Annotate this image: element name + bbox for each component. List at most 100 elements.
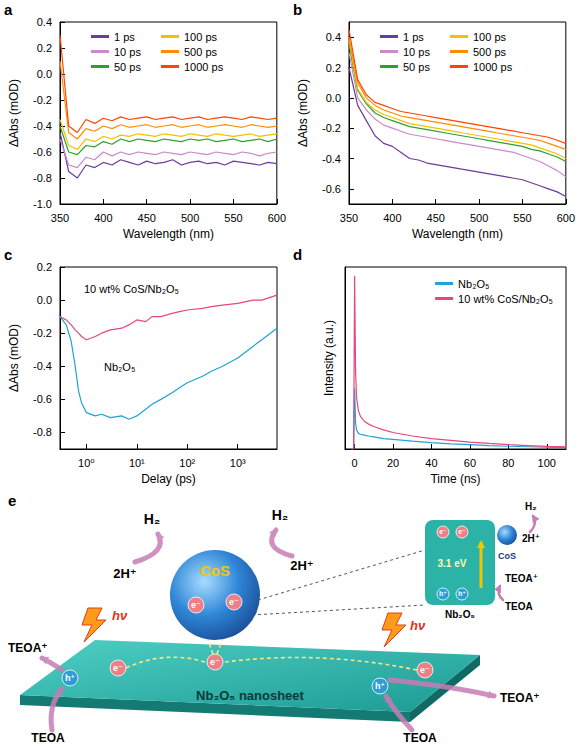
svg-text:1 ps: 1 ps xyxy=(403,31,424,43)
svg-text:-0.6: -0.6 xyxy=(33,393,52,405)
svg-text:-0.2: -0.2 xyxy=(33,94,52,106)
svg-text:10 ps: 10 ps xyxy=(403,46,430,58)
svg-text:hν: hν xyxy=(410,618,426,633)
svg-text:e⁻: e⁻ xyxy=(191,600,201,610)
svg-text:10²: 10² xyxy=(179,457,195,469)
svg-text:-0.4: -0.4 xyxy=(322,153,341,165)
svg-text:TEOA⁺: TEOA⁺ xyxy=(8,641,48,655)
svg-text:2H⁺: 2H⁺ xyxy=(522,533,540,544)
svg-text:400: 400 xyxy=(383,212,401,224)
svg-text:400: 400 xyxy=(94,212,112,224)
svg-text:h⁺: h⁺ xyxy=(65,673,75,683)
svg-text:0.2: 0.2 xyxy=(37,42,52,54)
svg-text:e⁻: e⁻ xyxy=(458,528,466,535)
svg-text:40: 40 xyxy=(425,457,437,469)
svg-text:1000 ps: 1000 ps xyxy=(184,61,224,73)
svg-text:TEOA⁺: TEOA⁺ xyxy=(500,691,540,705)
svg-text:-0.8: -0.8 xyxy=(33,426,52,438)
svg-text:Nb₂O₅ nanosheet: Nb₂O₅ nanosheet xyxy=(196,688,304,703)
svg-text:ΔAbs (mOD): ΔAbs (mOD) xyxy=(7,79,21,147)
svg-text:e⁻: e⁻ xyxy=(439,528,447,535)
svg-text:-0.8: -0.8 xyxy=(33,172,52,184)
svg-text:CoS: CoS xyxy=(498,551,516,561)
svg-text:ΔAbs (mOD): ΔAbs (mOD) xyxy=(296,79,310,147)
svg-text:500: 500 xyxy=(470,212,488,224)
svg-text:10 wt% CoS/Nb₂O₅: 10 wt% CoS/Nb₂O₅ xyxy=(84,283,179,295)
svg-text:350: 350 xyxy=(340,212,358,224)
svg-text:0.0: 0.0 xyxy=(326,92,341,104)
svg-text:0.4: 0.4 xyxy=(326,31,341,43)
svg-text:Time (ns): Time (ns) xyxy=(430,472,480,486)
svg-text:600: 600 xyxy=(557,212,575,224)
svg-text:e⁻: e⁻ xyxy=(210,657,220,667)
svg-text:50 ps: 50 ps xyxy=(403,61,430,73)
svg-text:CoS: CoS xyxy=(200,562,230,579)
svg-text:b: b xyxy=(293,1,302,18)
svg-text:600: 600 xyxy=(268,212,286,224)
svg-text:100 ps: 100 ps xyxy=(184,31,218,43)
svg-text:10 ps: 10 ps xyxy=(114,46,141,58)
svg-text:10⁰: 10⁰ xyxy=(78,457,95,469)
svg-text:TEOA: TEOA xyxy=(403,731,437,745)
svg-text:50 ps: 50 ps xyxy=(114,61,141,73)
svg-text:TEOA: TEOA xyxy=(505,601,533,612)
svg-text:0.4: 0.4 xyxy=(37,16,52,28)
svg-text:1 ps: 1 ps xyxy=(114,31,135,43)
svg-text:450: 450 xyxy=(427,212,445,224)
svg-text:500 ps: 500 ps xyxy=(184,46,218,58)
svg-text:TEOA⁺: TEOA⁺ xyxy=(505,573,538,584)
svg-text:100: 100 xyxy=(538,457,556,469)
svg-text:0.2: 0.2 xyxy=(37,261,52,273)
svg-text:Delay (ps): Delay (ps) xyxy=(141,472,196,486)
svg-text:3.1 eV: 3.1 eV xyxy=(438,558,467,569)
svg-text:H₂: H₂ xyxy=(272,507,288,523)
svg-text:1000 ps: 1000 ps xyxy=(473,61,513,73)
svg-text:350: 350 xyxy=(51,212,69,224)
svg-text:Nb₂O₅: Nb₂O₅ xyxy=(104,361,135,373)
svg-text:e⁻: e⁻ xyxy=(420,665,430,675)
svg-text:-0.2: -0.2 xyxy=(33,327,52,339)
svg-text:2H⁺: 2H⁺ xyxy=(290,558,313,573)
svg-text:-0.4: -0.4 xyxy=(33,360,52,372)
svg-text:H₂: H₂ xyxy=(144,511,160,527)
svg-text:Wavelength (nm): Wavelength (nm) xyxy=(412,227,503,241)
svg-text:10³: 10³ xyxy=(230,457,246,469)
svg-text:0: 0 xyxy=(352,457,358,469)
svg-text:-0.4: -0.4 xyxy=(33,120,52,132)
svg-text:e⁻: e⁻ xyxy=(113,663,123,673)
svg-text:e: e xyxy=(8,492,16,509)
svg-text:H₂: H₂ xyxy=(525,501,537,512)
svg-text:0.0: 0.0 xyxy=(37,294,52,306)
svg-text:450: 450 xyxy=(138,212,156,224)
svg-text:Nb₂O₅: Nb₂O₅ xyxy=(445,609,476,620)
svg-text:-0.2: -0.2 xyxy=(322,122,341,134)
svg-text:h⁺: h⁺ xyxy=(458,590,466,597)
svg-text:Intensity (a.u.): Intensity (a.u.) xyxy=(322,320,336,396)
svg-text:80: 80 xyxy=(502,457,514,469)
svg-text:550: 550 xyxy=(513,212,531,224)
svg-text:-1.0: -1.0 xyxy=(33,198,52,210)
svg-text:h⁺: h⁺ xyxy=(375,681,385,691)
svg-text:60: 60 xyxy=(464,457,476,469)
svg-text:0.2: 0.2 xyxy=(326,62,341,74)
svg-text:550: 550 xyxy=(224,212,242,224)
svg-text:10 wt% CoS/Nb₂O₅: 10 wt% CoS/Nb₂O₅ xyxy=(458,293,553,305)
svg-text:TEOA: TEOA xyxy=(31,731,65,745)
svg-text:ΔAbs (mOD): ΔAbs (mOD) xyxy=(7,324,21,392)
svg-text:100 ps: 100 ps xyxy=(473,31,507,43)
svg-text:-0.6: -0.6 xyxy=(322,183,341,195)
svg-text:-0.6: -0.6 xyxy=(33,146,52,158)
svg-text:500: 500 xyxy=(181,212,199,224)
svg-text:hν: hν xyxy=(112,608,128,623)
svg-text:a: a xyxy=(4,1,13,18)
svg-text:c: c xyxy=(4,246,12,263)
svg-text:10¹: 10¹ xyxy=(129,457,145,469)
svg-text:Nb₂O₅: Nb₂O₅ xyxy=(458,278,489,290)
svg-text:20: 20 xyxy=(387,457,399,469)
svg-text:2H⁺: 2H⁺ xyxy=(113,566,136,581)
svg-text:e⁻: e⁻ xyxy=(229,597,239,607)
svg-text:0.0: 0.0 xyxy=(37,68,52,80)
svg-text:h⁺: h⁺ xyxy=(439,590,447,597)
svg-text:d: d xyxy=(293,246,302,263)
svg-text:Wavelength (nm): Wavelength (nm) xyxy=(123,227,214,241)
